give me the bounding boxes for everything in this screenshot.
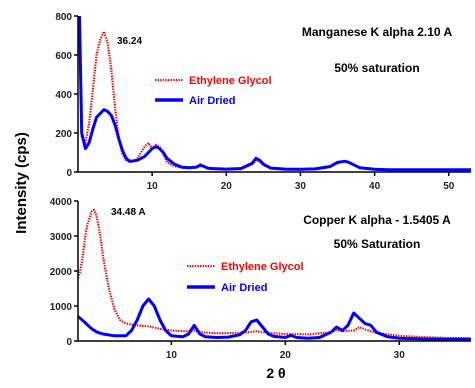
legend-label: Ethylene Glycol bbox=[221, 261, 304, 273]
panel-title: Copper K alpha - 1.5405 A bbox=[303, 213, 451, 227]
peak-label: 34.48 A bbox=[111, 207, 146, 218]
x-tick-label: 30 bbox=[394, 350, 406, 361]
x-axis-label: 2 θ bbox=[266, 365, 285, 381]
x-tick-label: 40 bbox=[369, 181, 381, 192]
y-tick-label: 3000 bbox=[50, 232, 73, 243]
y-tick-label: 400 bbox=[55, 90, 72, 101]
y-tick-label: 4000 bbox=[50, 197, 73, 208]
x-tick-label: 10 bbox=[166, 350, 178, 361]
panel-subtitle: 50% saturation bbox=[334, 61, 419, 75]
legend-label: Air Dried bbox=[221, 282, 267, 294]
y-tick-label: 1000 bbox=[50, 302, 73, 313]
x-tick-label: 30 bbox=[295, 181, 307, 192]
y-tick-label: 800 bbox=[55, 12, 72, 23]
series-line-air-dried bbox=[77, 297, 472, 341]
x-tick-label: 10 bbox=[147, 181, 159, 192]
bottom-panel: 0 1000 2000 3000 4000 10 20 30 Copper K alpha - … bbox=[50, 197, 472, 361]
x-tick-label: 20 bbox=[221, 181, 233, 192]
legend-label: Air Dried bbox=[189, 95, 235, 107]
panel-subtitle: 50% Saturation bbox=[334, 237, 421, 251]
y-tick-label: 200 bbox=[55, 129, 72, 140]
y-tick-label: 0 bbox=[66, 337, 72, 348]
series-line-ethylene-glycol bbox=[76, 208, 472, 340]
legend-label: Ethylene Glycol bbox=[189, 75, 272, 87]
y-tick-label: 600 bbox=[55, 51, 72, 62]
series-line-air-dried bbox=[78, 15, 471, 172]
y-tick-label: 2000 bbox=[50, 267, 73, 278]
y-tick-label: 0 bbox=[66, 168, 72, 179]
panel-title: Manganese K alpha 2.10 A bbox=[302, 25, 453, 39]
y-axis-label: Intensity (cps) bbox=[13, 132, 30, 234]
top-panel: 0 200 400 600 800 10 20 30 40 50 Manganese K alpha… bbox=[55, 12, 471, 192]
x-tick-label: 20 bbox=[280, 350, 292, 361]
x-tick-label: 50 bbox=[443, 181, 455, 192]
peak-label: 36.24 bbox=[117, 36, 142, 47]
